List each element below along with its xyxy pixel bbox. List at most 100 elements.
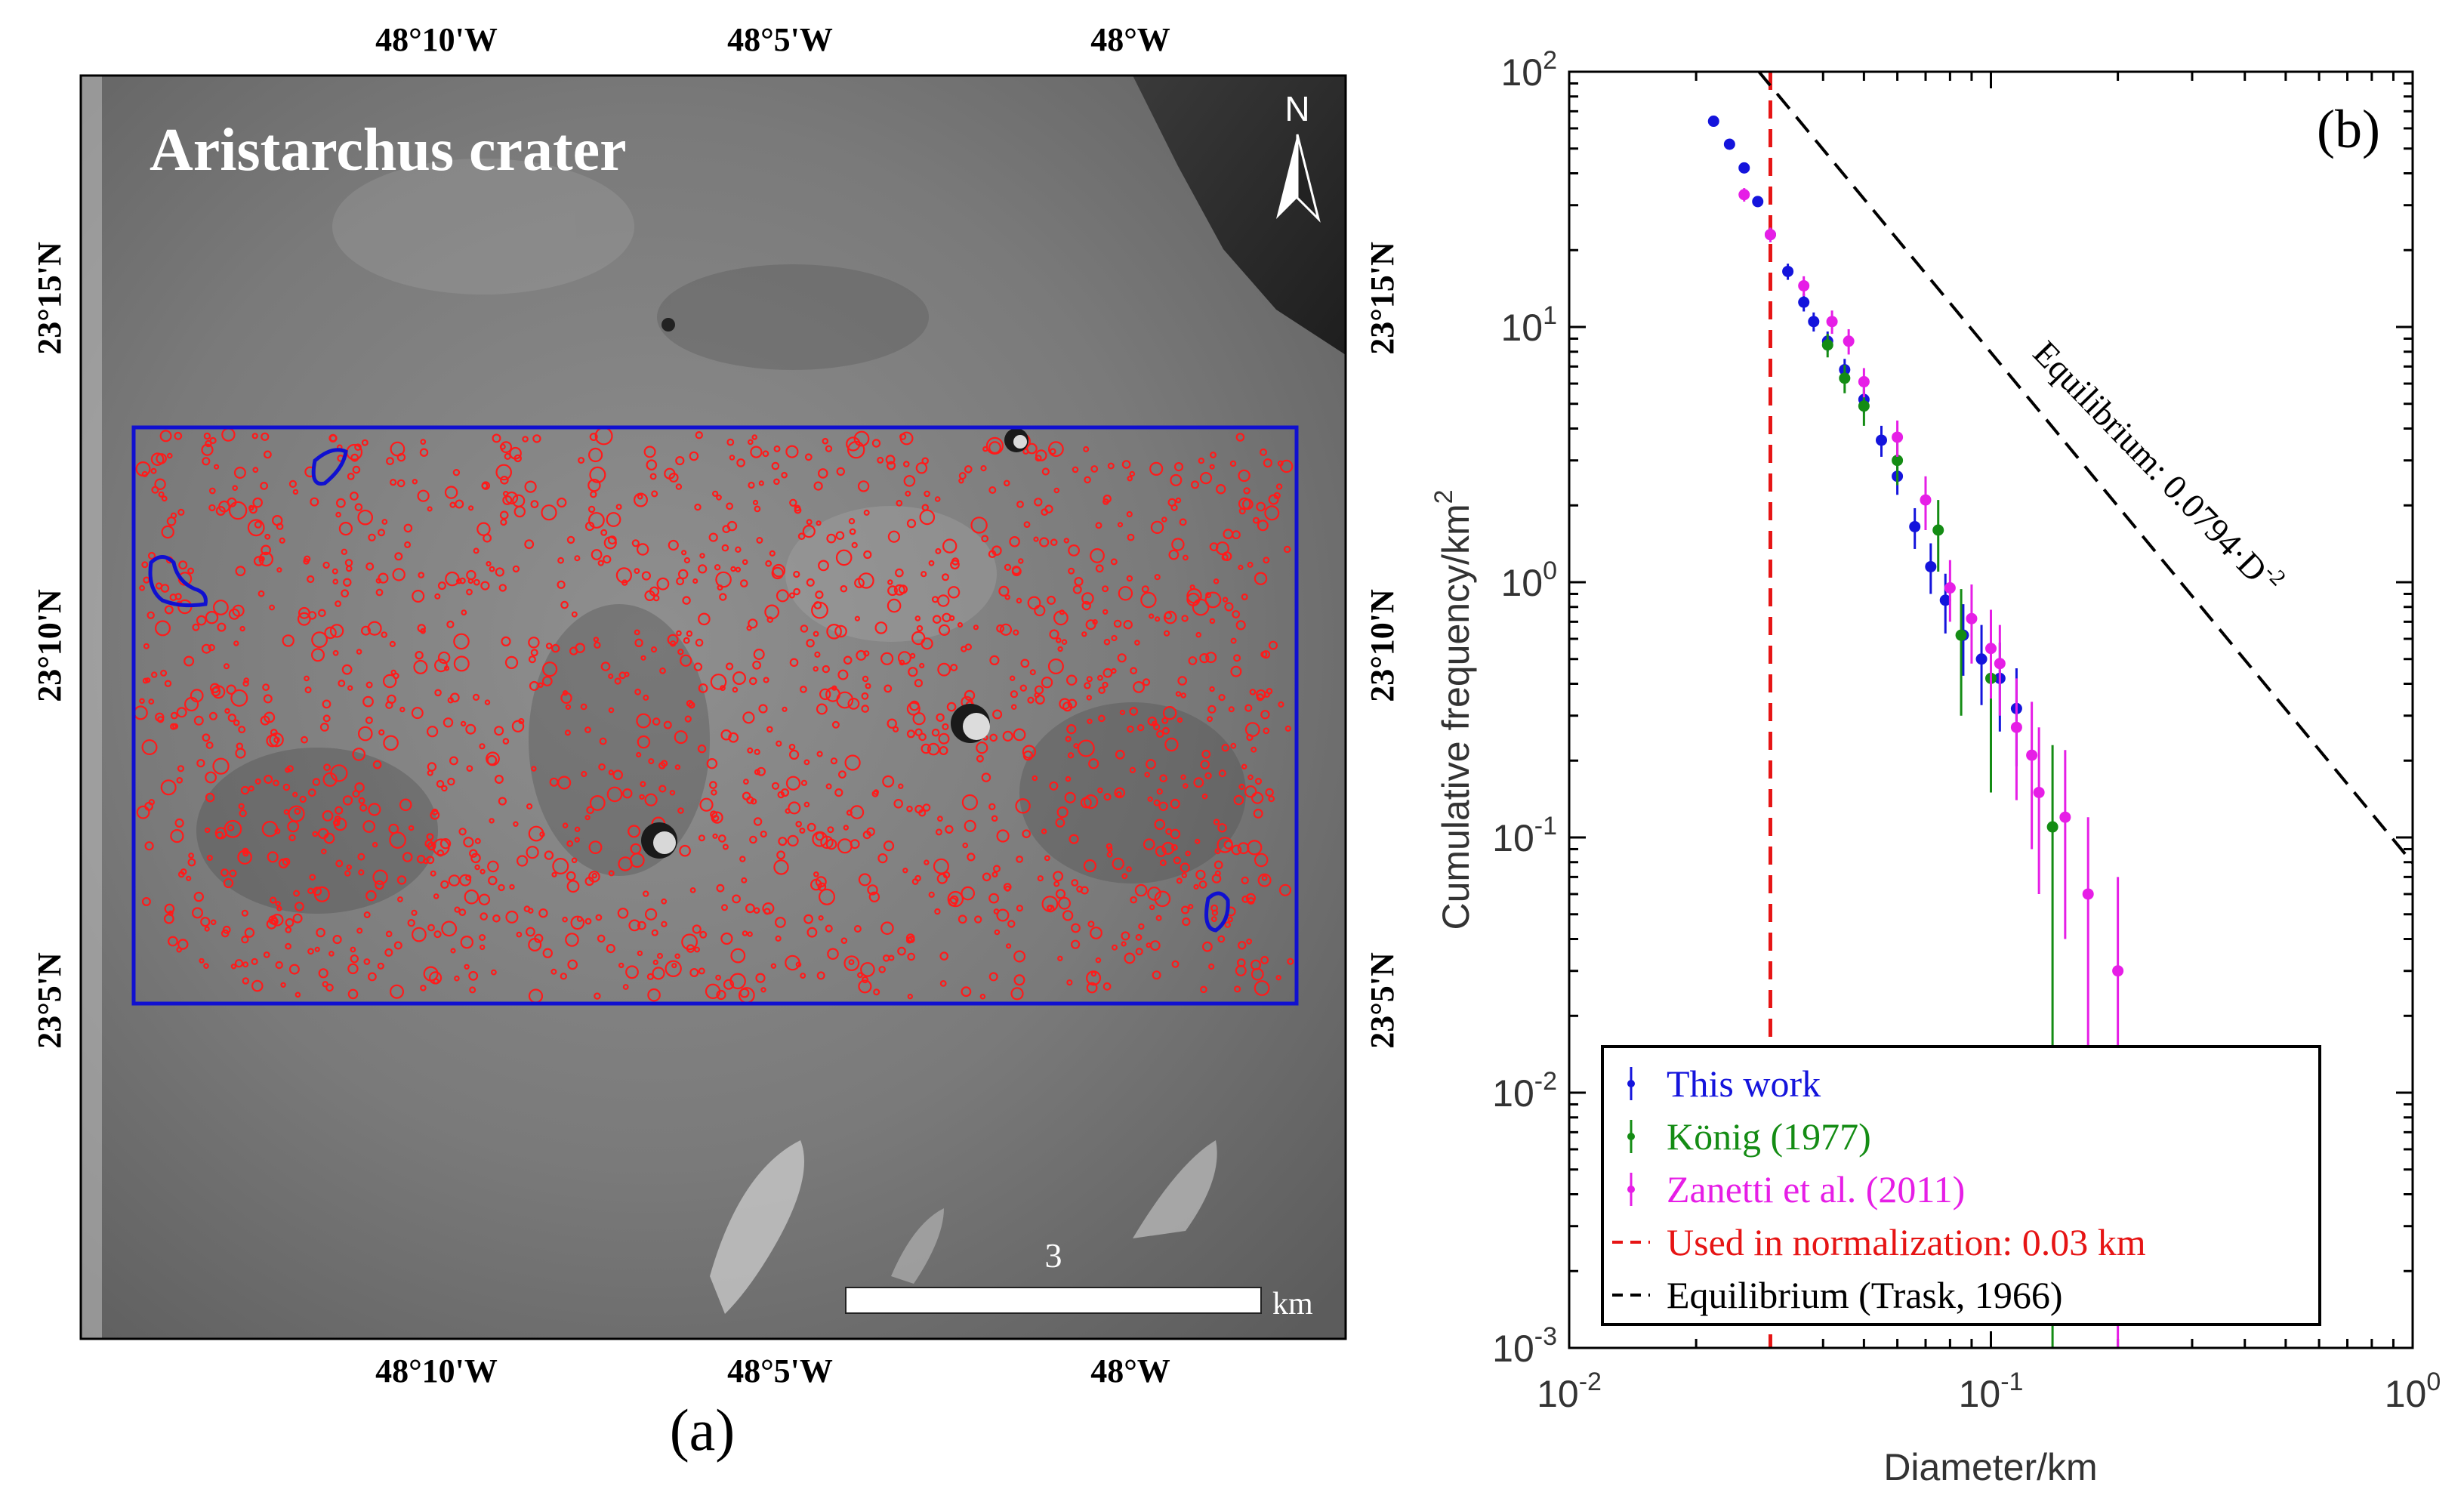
crater-outline (1149, 904, 1155, 911)
crater-outline (205, 827, 211, 834)
crater-outline (570, 915, 585, 930)
crater-outline (588, 840, 603, 854)
crater-outline (710, 810, 718, 819)
crater-outline (1142, 678, 1151, 686)
crater-outline (606, 786, 623, 803)
crater-outline (1010, 987, 1024, 1001)
crater-outline (168, 910, 174, 917)
crater-outline (1167, 498, 1176, 507)
crater-outline (709, 781, 717, 789)
crater-outline (675, 455, 685, 466)
crater-outline (788, 592, 795, 599)
crater-outline (634, 568, 640, 574)
crater-outline (1035, 455, 1042, 462)
crater-outline (996, 908, 1010, 922)
crater-outline (352, 790, 360, 798)
data-point (1994, 658, 2006, 670)
crater-outline (678, 569, 689, 580)
crater-outline (631, 539, 640, 547)
crater-outline (264, 711, 276, 723)
crater-outline (1010, 690, 1019, 698)
crater-outline (899, 433, 907, 440)
crater-outline (600, 529, 608, 536)
crater-outline (1231, 844, 1242, 856)
crater-outline (347, 988, 359, 1000)
crater-outline (266, 734, 279, 748)
crater-outline (680, 550, 687, 556)
crater-outline (411, 909, 418, 916)
crater-outline (1066, 723, 1077, 735)
crater-outline (463, 837, 474, 848)
crater-outline (363, 958, 371, 965)
crater-outline (754, 748, 760, 755)
crater-outline (1090, 971, 1097, 977)
crater-outline (311, 648, 325, 662)
bottom-lon-label: 48°10'W (375, 1352, 498, 1389)
crater-outline (1004, 594, 1010, 600)
crater-outline (836, 467, 846, 476)
crater-outline (729, 973, 746, 990)
crater-outline (763, 908, 771, 915)
data-point (1764, 229, 1776, 241)
crater-outline (1241, 876, 1249, 885)
crater-outline (436, 779, 445, 788)
crater-outline (1016, 905, 1024, 912)
crater-outline (1136, 724, 1145, 732)
crater-outline (758, 480, 764, 486)
crater-outline (644, 908, 658, 921)
crater-outline (599, 737, 607, 745)
crater-outline (639, 794, 645, 800)
crater-outline (1230, 637, 1237, 644)
data-point (1839, 372, 1851, 384)
crater-outline (329, 434, 338, 443)
crater-outline (361, 625, 372, 636)
crater-outline (158, 491, 165, 498)
crater-outline (813, 666, 819, 672)
crater-outline (469, 986, 476, 994)
crater-outline (551, 871, 557, 877)
crater-outline (239, 625, 245, 632)
crater-outline (1268, 494, 1279, 505)
crater-outline (711, 490, 719, 497)
crater-outline (212, 757, 230, 775)
crater-outline (1135, 947, 1143, 956)
crater-outline (1067, 698, 1078, 709)
crater-outline (728, 732, 739, 743)
crater-outline (719, 593, 727, 601)
crater-outline (571, 611, 578, 618)
crater-outline (1147, 796, 1153, 802)
crater-outline (344, 559, 353, 567)
crater-outline (887, 598, 902, 613)
crater-outline (853, 430, 870, 447)
crater-outline (528, 655, 536, 664)
crater-outline (878, 966, 887, 973)
crater-outline (651, 490, 658, 498)
crater-outline (566, 871, 576, 881)
data-point (1909, 520, 1921, 532)
crater-outline (676, 630, 682, 637)
crater-outline (1224, 602, 1234, 612)
crater-outline (903, 461, 910, 467)
crater-outline (1268, 795, 1275, 803)
crater-outline (304, 686, 312, 694)
data-point (2112, 965, 2124, 977)
crater-outline (498, 584, 507, 592)
crater-outline (827, 826, 834, 834)
crater-outline (1034, 498, 1043, 507)
crater-outline (1033, 536, 1039, 542)
crater-outline (378, 729, 385, 736)
crater-outline (1112, 857, 1124, 871)
crater-outline (318, 968, 328, 979)
crater-outline (1238, 783, 1245, 791)
bright-ridge (710, 1140, 804, 1314)
crater-outline (813, 481, 823, 491)
crater-outline (726, 520, 738, 532)
crater-outline (1005, 943, 1012, 949)
crater-outline (800, 624, 809, 633)
crater-outline (233, 719, 240, 726)
crater-outline (254, 520, 262, 529)
crater-outline (747, 747, 754, 754)
crater-outline (773, 859, 789, 875)
crater-outline (258, 590, 265, 597)
crater-outline (505, 910, 519, 924)
